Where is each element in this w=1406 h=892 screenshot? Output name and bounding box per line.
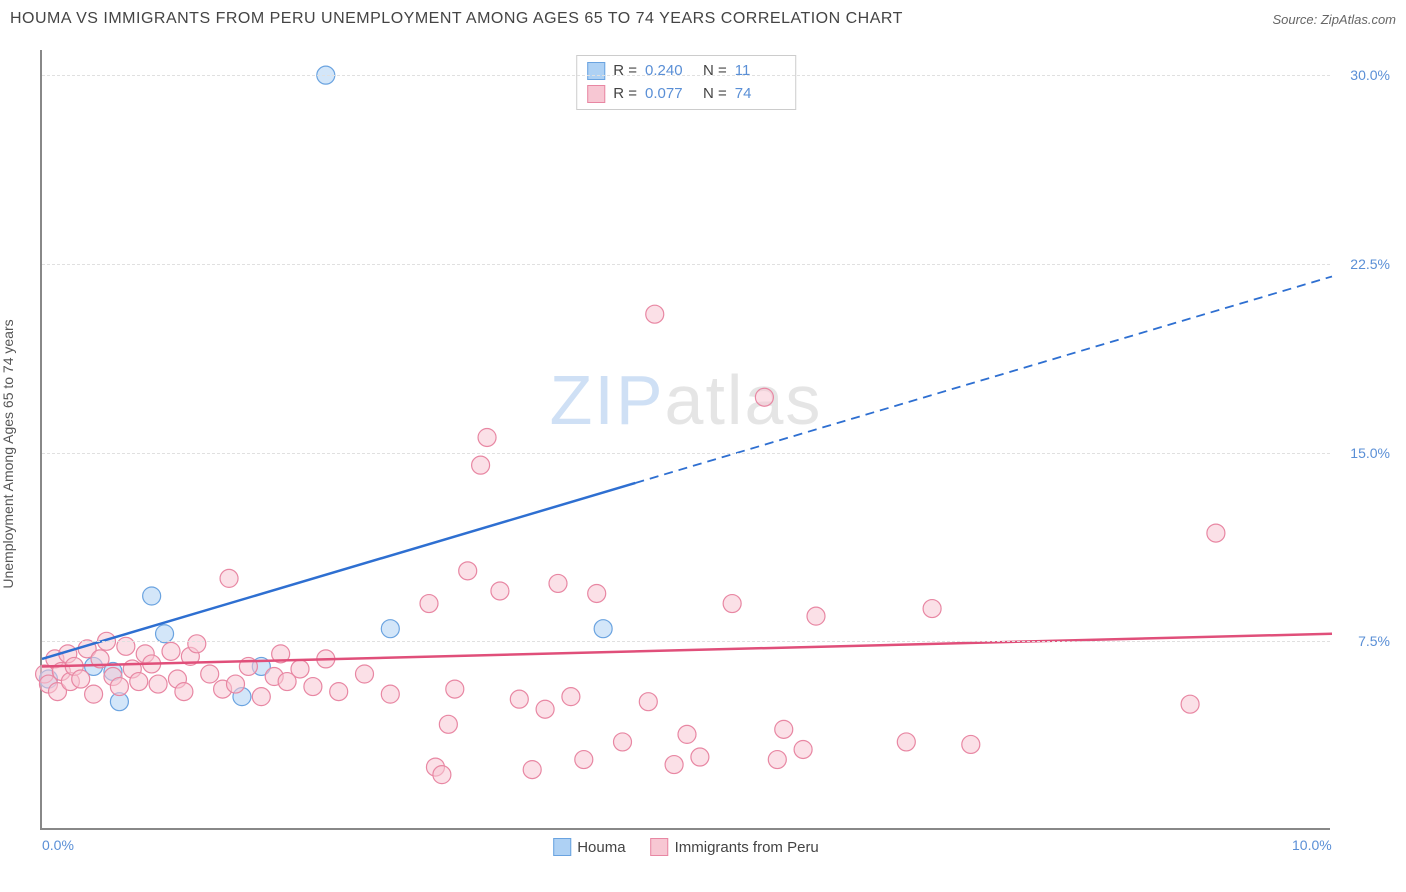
data-point bbox=[156, 625, 174, 643]
data-point bbox=[252, 688, 270, 706]
data-point bbox=[614, 733, 632, 751]
title-bar: HOUMA VS IMMIGRANTS FROM PERU UNEMPLOYME… bbox=[10, 10, 1396, 28]
trend-line bbox=[42, 634, 1332, 667]
data-point bbox=[723, 595, 741, 613]
legend-swatch bbox=[587, 62, 605, 80]
data-point bbox=[794, 740, 812, 758]
chart-svg bbox=[42, 50, 1330, 828]
r-value: 0.077 bbox=[645, 83, 695, 106]
y-axis-label: Unemployment Among Ages 65 to 74 years bbox=[0, 319, 16, 588]
data-point bbox=[478, 428, 496, 446]
legend-label: Houma bbox=[577, 839, 625, 856]
n-label: N = bbox=[703, 60, 727, 83]
data-point bbox=[807, 607, 825, 625]
n-label: N = bbox=[703, 83, 727, 106]
data-point bbox=[691, 748, 709, 766]
data-point bbox=[330, 683, 348, 701]
legend-swatch bbox=[553, 838, 571, 856]
data-point bbox=[201, 665, 219, 683]
legend-item: Immigrants from Peru bbox=[651, 838, 819, 856]
data-point bbox=[227, 675, 245, 693]
data-point bbox=[575, 751, 593, 769]
r-label: R = bbox=[613, 83, 637, 106]
y-tick-label: 22.5% bbox=[1335, 256, 1390, 272]
data-point bbox=[356, 665, 374, 683]
data-point bbox=[897, 733, 915, 751]
legend-item: Houma bbox=[553, 838, 625, 856]
gridline bbox=[42, 264, 1330, 265]
data-point bbox=[381, 685, 399, 703]
data-point bbox=[117, 637, 135, 655]
legend-swatch bbox=[587, 85, 605, 103]
data-point bbox=[549, 574, 567, 592]
data-point bbox=[188, 635, 206, 653]
data-point bbox=[85, 685, 103, 703]
data-point bbox=[304, 678, 322, 696]
data-point bbox=[149, 675, 167, 693]
data-point bbox=[381, 620, 399, 638]
data-point bbox=[472, 456, 490, 474]
plot-area: ZIPatlas R =0.240N =11R =0.077N =74 Houm… bbox=[40, 50, 1330, 830]
trend-line bbox=[42, 483, 635, 659]
data-point bbox=[446, 680, 464, 698]
data-point bbox=[536, 700, 554, 718]
data-point bbox=[110, 678, 128, 696]
data-point bbox=[678, 725, 696, 743]
stats-box: R = 0.240 N = 11 R = 0.077 N = 74 bbox=[576, 55, 796, 110]
stats-row: R = 0.077 N = 74 bbox=[587, 83, 785, 106]
data-point bbox=[291, 660, 309, 678]
data-point bbox=[459, 562, 477, 580]
n-value: 11 bbox=[735, 60, 785, 83]
stats-row: R = 0.240 N = 11 bbox=[587, 60, 785, 83]
data-point bbox=[665, 756, 683, 774]
data-point bbox=[768, 751, 786, 769]
data-point bbox=[755, 388, 773, 406]
data-point bbox=[1207, 524, 1225, 542]
data-point bbox=[962, 735, 980, 753]
data-point bbox=[439, 715, 457, 733]
gridline bbox=[42, 641, 1330, 642]
data-point bbox=[510, 690, 528, 708]
data-point bbox=[588, 584, 606, 602]
y-tick-label: 7.5% bbox=[1335, 633, 1390, 649]
data-point bbox=[562, 688, 580, 706]
data-point bbox=[523, 761, 541, 779]
data-point bbox=[130, 673, 148, 691]
source-attribution: Source: ZipAtlas.com bbox=[1272, 12, 1396, 27]
n-value: 74 bbox=[735, 83, 785, 106]
y-tick-label: 30.0% bbox=[1335, 67, 1390, 83]
data-point bbox=[1181, 695, 1199, 713]
data-point bbox=[491, 582, 509, 600]
data-point bbox=[646, 305, 664, 323]
data-point bbox=[923, 600, 941, 618]
data-point bbox=[175, 683, 193, 701]
x-tick-label: 10.0% bbox=[1292, 837, 1332, 853]
r-value: 0.240 bbox=[645, 60, 695, 83]
data-point bbox=[433, 766, 451, 784]
gridline bbox=[42, 75, 1330, 76]
data-point bbox=[594, 620, 612, 638]
data-point bbox=[775, 720, 793, 738]
x-tick-label: 0.0% bbox=[42, 837, 74, 853]
y-tick-label: 15.0% bbox=[1335, 445, 1390, 461]
data-point bbox=[420, 595, 438, 613]
data-point bbox=[162, 642, 180, 660]
bottom-legend: Houma Immigrants from Peru bbox=[553, 838, 819, 856]
legend-swatch bbox=[651, 838, 669, 856]
chart-title: HOUMA VS IMMIGRANTS FROM PERU UNEMPLOYME… bbox=[10, 10, 903, 28]
data-point bbox=[639, 693, 657, 711]
data-point bbox=[72, 670, 90, 688]
gridline bbox=[42, 453, 1330, 454]
legend-label: Immigrants from Peru bbox=[675, 839, 819, 856]
data-point bbox=[143, 587, 161, 605]
r-label: R = bbox=[613, 60, 637, 83]
data-point bbox=[220, 569, 238, 587]
